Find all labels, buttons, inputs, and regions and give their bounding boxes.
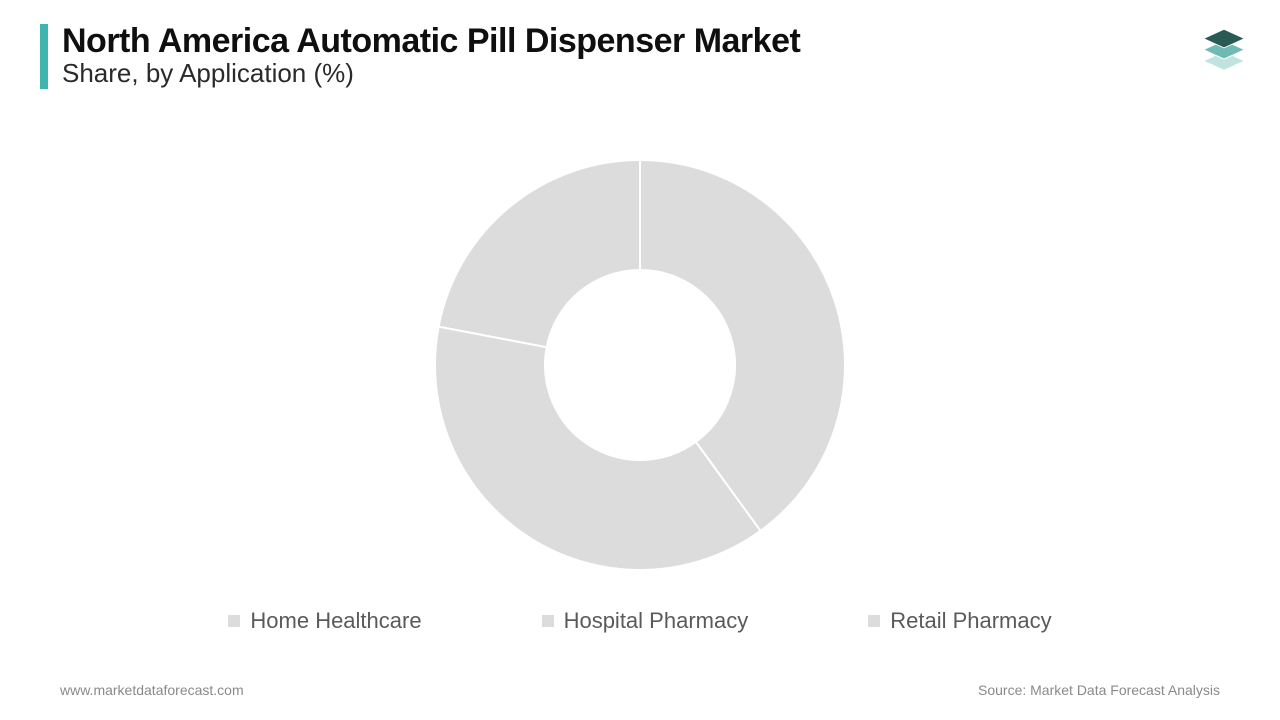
- brand-logo-icon: [1196, 18, 1252, 74]
- chart-legend: Home Healthcare Hospital Pharmacy Retail P…: [0, 608, 1280, 634]
- footer-source: Source: Market Data Forecast Analysis: [978, 682, 1220, 698]
- legend-swatch: [228, 615, 240, 627]
- donut-slice: [439, 160, 640, 347]
- chart-title: North America Automatic Pill Dispenser M…: [62, 24, 800, 60]
- legend-swatch: [542, 615, 554, 627]
- legend-label: Home Healthcare: [250, 608, 421, 634]
- title-block: North America Automatic Pill Dispenser M…: [40, 24, 800, 89]
- titles: North America Automatic Pill Dispenser M…: [62, 24, 800, 89]
- chart-page: { "header": { "title": "North America Au…: [0, 0, 1280, 720]
- footer-website: www.marketdataforecast.com: [60, 682, 244, 698]
- legend-swatch: [868, 615, 880, 627]
- legend-item: Hospital Pharmacy: [542, 608, 749, 634]
- donut-chart: [425, 150, 855, 580]
- chart-subtitle: Share, by Application (%): [62, 58, 800, 89]
- legend-item: Home Healthcare: [228, 608, 421, 634]
- legend-item: Retail Pharmacy: [868, 608, 1051, 634]
- accent-bar: [40, 24, 48, 89]
- legend-label: Hospital Pharmacy: [564, 608, 749, 634]
- logo-layer-1: [1203, 29, 1244, 48]
- legend-label: Retail Pharmacy: [890, 608, 1051, 634]
- donut-chart-container: [0, 130, 1280, 600]
